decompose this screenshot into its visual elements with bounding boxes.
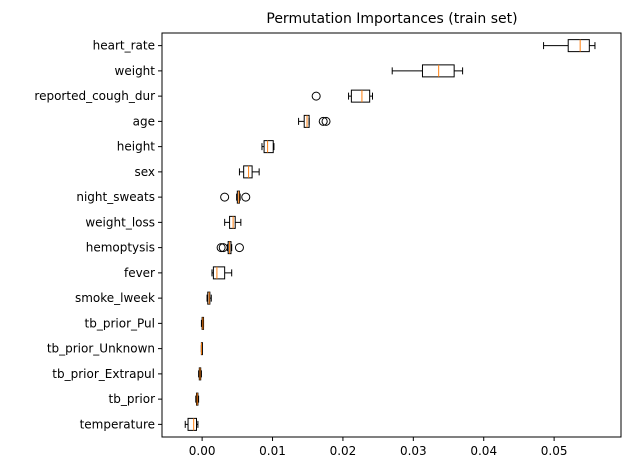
flier-point	[321, 116, 331, 126]
y-tick-label: reported_cough_dur	[34, 89, 155, 103]
y-tick-label: smoke_lweek	[75, 291, 155, 305]
plot-frame	[161, 32, 622, 438]
box	[243, 165, 253, 179]
y-tick-label: weight	[115, 64, 156, 78]
flier-point	[220, 192, 230, 202]
y-tick-label: height	[117, 140, 156, 154]
box	[229, 215, 236, 229]
chart-marks: 0.00 0.01 0.02 0.03 0.04 0.05 heart_rateweight…	[34, 39, 596, 458]
flier-point	[241, 192, 251, 202]
y-tick-label: fever	[124, 266, 155, 280]
y-tick-label: tb_prior_Pul	[85, 316, 155, 330]
y-tick-label: tb_prior_Extrapul	[52, 367, 155, 381]
y-tick-label: sex	[134, 165, 155, 179]
x-tick-label: 0.01	[259, 444, 286, 458]
x-tick-label: 0.00	[189, 444, 216, 458]
chart-title: Permutation Importances (train set)	[266, 11, 517, 27]
y-tick-label: heart_rate	[93, 39, 155, 53]
y-tick-label: age	[133, 114, 155, 128]
flier-point	[318, 116, 328, 126]
y-tick-label: hemoptysis	[86, 241, 155, 255]
y-tick-label: night_sweats	[76, 190, 155, 204]
y-tick-label: tb_prior	[109, 392, 156, 406]
x-tick-label: 0.05	[541, 444, 568, 458]
y-tick-label: tb_prior_Unknown	[47, 342, 155, 356]
x-tick-label: 0.03	[400, 444, 427, 458]
box	[350, 89, 371, 103]
y-tick-label: temperature	[80, 417, 155, 431]
x-tick-label: 0.04	[470, 444, 497, 458]
box	[187, 417, 197, 431]
box	[263, 140, 274, 154]
y-tick-label: weight_loss	[85, 215, 155, 229]
x-tick-label: 0.02	[330, 444, 357, 458]
box	[567, 39, 590, 53]
flier-point	[234, 243, 244, 253]
flier-point	[218, 243, 228, 253]
box	[212, 266, 226, 280]
flier-point	[311, 91, 321, 101]
flier-point	[216, 243, 226, 253]
